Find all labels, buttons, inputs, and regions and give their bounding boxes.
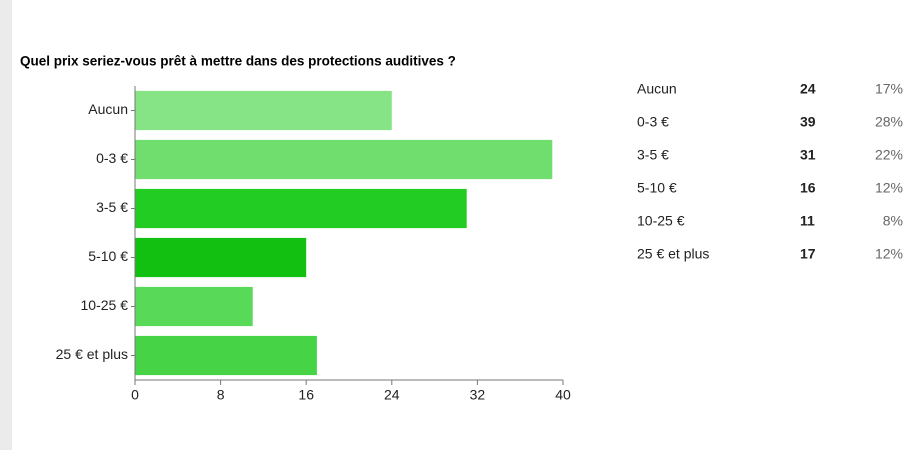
y-tick-label: 3-5 € bbox=[96, 199, 128, 215]
table-count: 11 bbox=[800, 213, 815, 229]
table-share: 22% bbox=[875, 147, 903, 163]
table-share: 8% bbox=[883, 213, 903, 229]
table-count: 17 bbox=[800, 246, 816, 262]
x-tick-label: 8 bbox=[217, 387, 225, 403]
x-tick-label: 40 bbox=[555, 387, 571, 403]
y-tick-label: 5-10 € bbox=[88, 248, 128, 264]
chart-title: Quel prix seriez-vous prêt à mettre dans… bbox=[20, 54, 456, 69]
table-count: 31 bbox=[800, 147, 816, 163]
bar bbox=[135, 286, 253, 327]
table-count: 39 bbox=[800, 114, 816, 130]
x-tick-label: 24 bbox=[384, 387, 400, 403]
table-label: 10-25 € bbox=[637, 213, 685, 229]
bar bbox=[135, 139, 553, 180]
y-tick-label: 10-25 € bbox=[81, 297, 129, 313]
y-tick-label: 0-3 € bbox=[96, 150, 128, 166]
table-label: 25 € et plus bbox=[637, 246, 709, 262]
table-count: 24 bbox=[800, 81, 816, 97]
x-tick-label: 0 bbox=[131, 387, 139, 403]
bar bbox=[135, 335, 317, 376]
bar bbox=[135, 237, 307, 278]
table-label: Aucun bbox=[637, 81, 677, 97]
x-tick-label: 32 bbox=[470, 387, 486, 403]
table-share: 17% bbox=[875, 81, 903, 97]
table-count: 16 bbox=[800, 180, 816, 196]
table-share: 12% bbox=[875, 246, 903, 262]
table-label: 3-5 € bbox=[637, 147, 669, 163]
y-tick-label: 25 € et plus bbox=[56, 346, 128, 362]
table-label: 5-10 € bbox=[637, 180, 677, 196]
bar bbox=[135, 90, 392, 131]
x-tick-label: 16 bbox=[298, 387, 314, 403]
bar bbox=[135, 188, 467, 229]
y-tick-label: Aucun bbox=[88, 101, 128, 117]
side-strip bbox=[0, 0, 12, 450]
table-share: 12% bbox=[875, 180, 903, 196]
table-share: 28% bbox=[875, 114, 903, 130]
table-label: 0-3 € bbox=[637, 114, 669, 130]
